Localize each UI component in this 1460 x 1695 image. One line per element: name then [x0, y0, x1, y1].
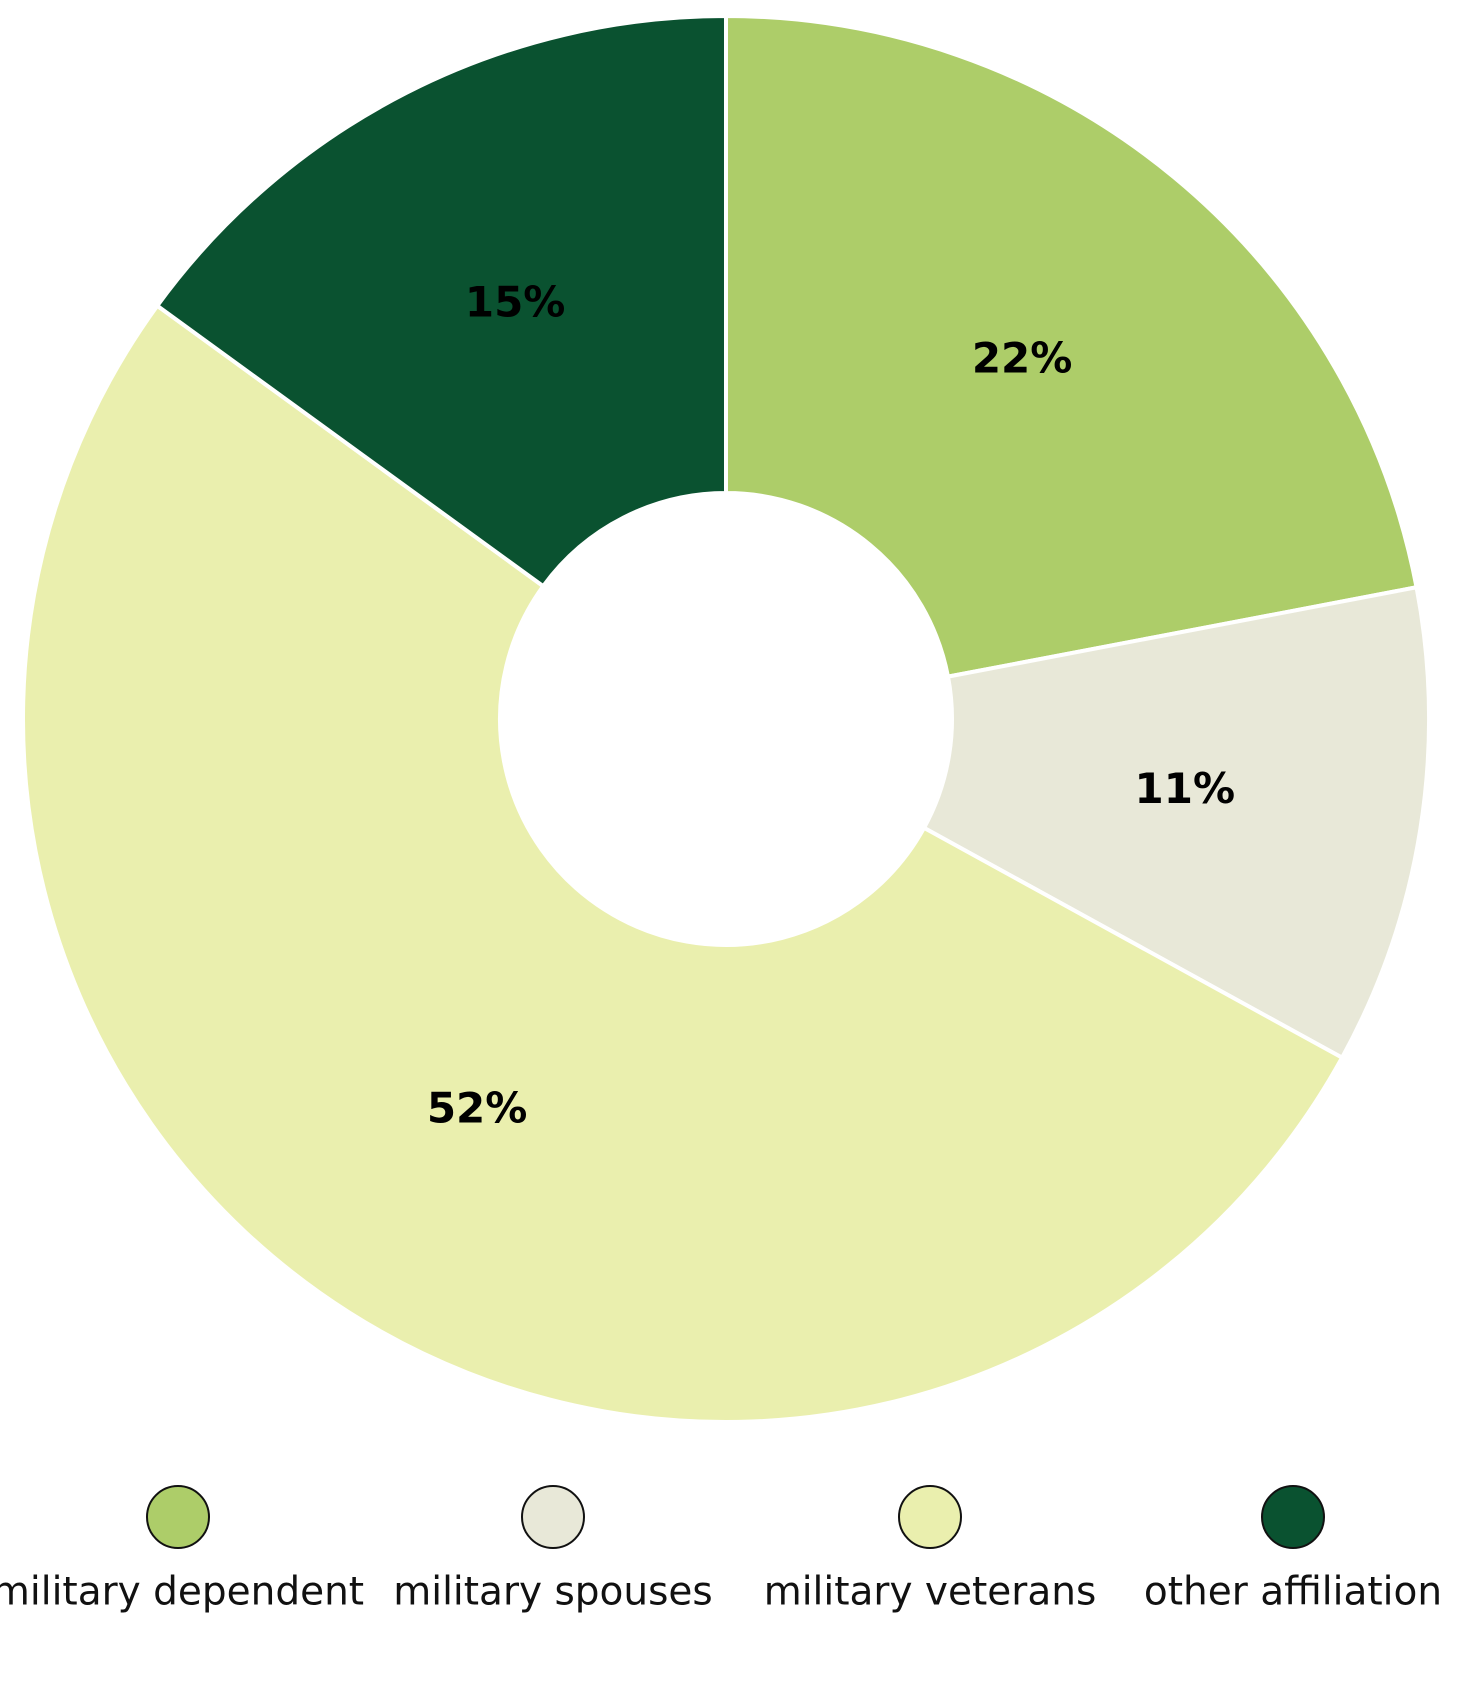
donut-slice [724, 13, 1419, 679]
value-label: 22% [972, 334, 1073, 383]
donut-slice [20, 302, 1345, 1425]
legend-swatch [521, 1485, 585, 1549]
legend-label: military dependent [0, 1570, 364, 1615]
donut-slice [154, 13, 728, 589]
legend-label: military spouses [393, 1570, 712, 1615]
legend-label: military veterans [764, 1570, 1097, 1615]
legend-label: other affiliation [1144, 1570, 1442, 1615]
value-label: 11% [1135, 764, 1236, 813]
value-label: 15% [465, 278, 566, 327]
legend-swatch [898, 1485, 962, 1549]
legend-swatch [146, 1485, 210, 1549]
value-label: 52% [427, 1084, 528, 1133]
legend-swatch [1261, 1485, 1325, 1549]
donut-slice [921, 584, 1431, 1061]
